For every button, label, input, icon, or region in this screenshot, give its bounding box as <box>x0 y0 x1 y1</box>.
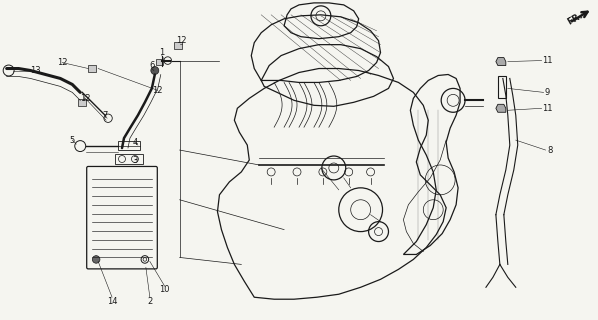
Text: 5: 5 <box>69 136 75 145</box>
Bar <box>78 99 86 106</box>
Bar <box>118 141 140 150</box>
Text: 9: 9 <box>545 88 550 97</box>
Text: 12: 12 <box>57 58 68 67</box>
Bar <box>115 154 143 164</box>
Text: 6: 6 <box>149 61 154 70</box>
Text: FR.: FR. <box>566 11 584 27</box>
Text: 11: 11 <box>542 56 553 65</box>
Text: 11: 11 <box>542 104 553 113</box>
Text: 10: 10 <box>160 285 170 294</box>
Bar <box>156 59 163 65</box>
Text: 8: 8 <box>547 146 553 155</box>
Text: 3: 3 <box>132 156 138 164</box>
Text: 4: 4 <box>132 138 138 147</box>
Text: 1: 1 <box>159 48 164 57</box>
Bar <box>498 76 506 98</box>
Text: 12: 12 <box>176 36 187 45</box>
Text: 7: 7 <box>102 111 108 120</box>
Text: 13: 13 <box>30 66 41 75</box>
Bar <box>88 65 96 72</box>
Text: 14: 14 <box>107 297 117 306</box>
Circle shape <box>151 67 159 75</box>
Polygon shape <box>496 58 506 66</box>
Circle shape <box>92 256 100 263</box>
Polygon shape <box>496 104 506 112</box>
Text: 12: 12 <box>152 86 163 95</box>
Bar <box>173 42 182 49</box>
Text: 2: 2 <box>147 297 152 306</box>
Text: 12: 12 <box>80 94 90 103</box>
